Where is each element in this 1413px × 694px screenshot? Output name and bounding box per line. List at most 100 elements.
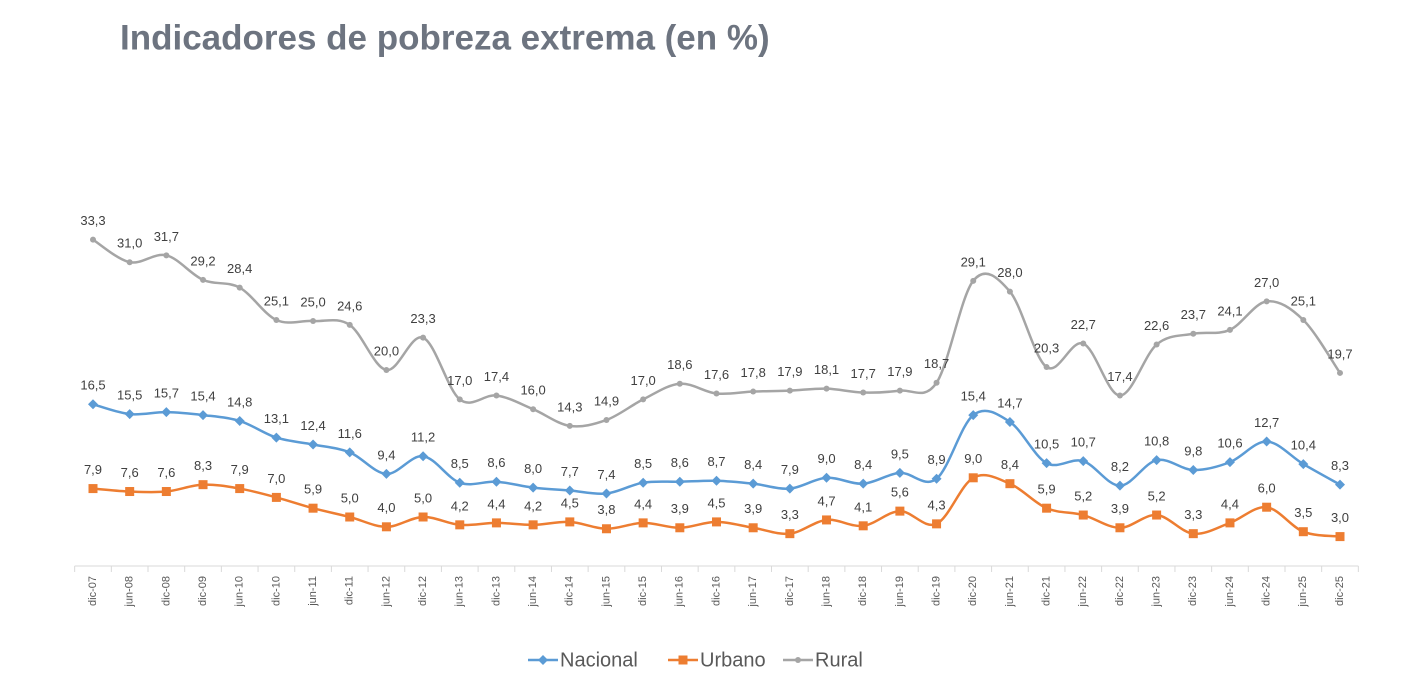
data-label: 8,7	[707, 454, 725, 469]
x-tick-label: dic-23	[1187, 576, 1199, 606]
data-label: 16,5	[80, 378, 105, 393]
data-label: 5,0	[414, 490, 432, 505]
x-tick-label: jun-14	[527, 576, 539, 608]
x-tick-label: jun-22	[1077, 576, 1089, 608]
data-point	[420, 334, 427, 341]
data-label: 25,0	[300, 294, 325, 309]
data-point	[1298, 459, 1309, 470]
data-point	[750, 388, 757, 395]
data-label: 3,9	[671, 501, 689, 516]
data-point	[894, 467, 905, 478]
x-tick-label: dic-10	[270, 576, 282, 606]
data-label: 29,1	[961, 254, 986, 269]
data-label: 17,8	[741, 365, 766, 380]
series: 33,3 31,0 31,7 29,2 28,4 25,1 25,0 24,6 20,0 23,3…	[80, 213, 1353, 429]
data-point	[381, 522, 391, 532]
data-label: 23,3	[410, 311, 435, 326]
data-point	[1335, 479, 1345, 490]
data-label: 23,7	[1181, 307, 1206, 322]
data-label: 4,7	[817, 493, 835, 508]
data-point	[860, 389, 867, 396]
data-point	[896, 387, 903, 394]
x-tick-label: dic-20	[967, 576, 979, 606]
data-label: 8,5	[634, 456, 652, 471]
data-point	[564, 485, 575, 496]
data-point	[418, 451, 429, 462]
legend-marker	[678, 655, 688, 665]
data-label: 20,0	[374, 343, 399, 358]
data-label: 25,1	[1291, 293, 1316, 308]
data-point	[968, 473, 978, 483]
data-point	[1225, 518, 1235, 528]
data-point	[491, 518, 501, 528]
data-point	[711, 475, 722, 486]
data-point	[1114, 480, 1125, 491]
data-point	[970, 277, 977, 284]
data-point	[381, 468, 392, 479]
data-point	[456, 396, 463, 403]
data-point	[1153, 341, 1160, 348]
data-point	[1224, 457, 1235, 468]
data-point	[1263, 298, 1270, 305]
data-label: 7,0	[267, 471, 285, 486]
data-label: 18,6	[667, 357, 692, 372]
data-point	[454, 477, 465, 488]
x-tick-label: dic-09	[197, 576, 209, 606]
data-point	[933, 379, 940, 386]
data-label: 10,5	[1034, 437, 1059, 452]
data-point	[748, 523, 758, 533]
x-tick-label: dic-12	[417, 576, 429, 606]
data-point	[748, 478, 759, 489]
data-point	[161, 407, 172, 418]
data-label: 7,4	[597, 467, 615, 482]
x-tick-label: jun-11	[307, 576, 319, 607]
x-tick-label: dic-16	[710, 576, 722, 606]
data-point	[88, 399, 98, 410]
x-tick-label: dic-07	[87, 576, 99, 606]
legend-marker	[538, 655, 548, 665]
x-tick-label: dic-11	[344, 576, 356, 605]
data-point	[236, 284, 243, 291]
data-point	[1005, 479, 1015, 489]
data-label: 5,6	[891, 485, 909, 500]
legend-item: Nacional	[528, 649, 638, 671]
data-point	[601, 488, 612, 499]
data-label: 28,0	[997, 265, 1022, 280]
data-label: 15,4	[961, 389, 986, 404]
data-point	[784, 483, 795, 494]
data-point	[1188, 464, 1199, 475]
data-label: 20,3	[1034, 340, 1059, 355]
x-tick-label: jun-10	[234, 576, 246, 608]
data-point	[1335, 532, 1345, 542]
data-label: 7,6	[157, 465, 175, 480]
data-point	[346, 321, 353, 328]
data-point	[676, 380, 683, 387]
data-point	[125, 487, 135, 497]
data-label: 16,0	[520, 383, 545, 398]
x-tick-label: jun-24	[1224, 576, 1236, 608]
data-label: 5,0	[341, 490, 359, 505]
data-point	[822, 515, 832, 525]
data-label: 15,7	[154, 386, 179, 401]
data-point	[1152, 510, 1162, 520]
data-point	[603, 416, 610, 423]
data-label: 5,9	[304, 482, 322, 497]
data-label: 8,0	[524, 461, 542, 476]
data-point	[1042, 503, 1052, 513]
x-tick-label: jun-12	[380, 576, 392, 608]
data-label: 3,8	[597, 502, 615, 517]
legend-item: Rural	[783, 649, 863, 671]
data-label: 7,9	[84, 462, 102, 477]
data-label: 6,0	[1258, 481, 1276, 496]
data-label: 3,9	[1111, 501, 1129, 516]
data-label: 7,9	[781, 462, 799, 477]
data-point	[601, 524, 611, 534]
x-tick-label: dic-21	[1040, 576, 1052, 606]
legend-label: Urbano	[700, 649, 766, 671]
data-label: 15,4	[190, 389, 215, 404]
x-tick-label: jun-18	[820, 576, 832, 608]
data-label: 8,5	[451, 456, 469, 471]
data-label: 9,4	[377, 447, 395, 462]
data-point	[640, 396, 647, 403]
data-label: 8,2	[1111, 459, 1129, 474]
